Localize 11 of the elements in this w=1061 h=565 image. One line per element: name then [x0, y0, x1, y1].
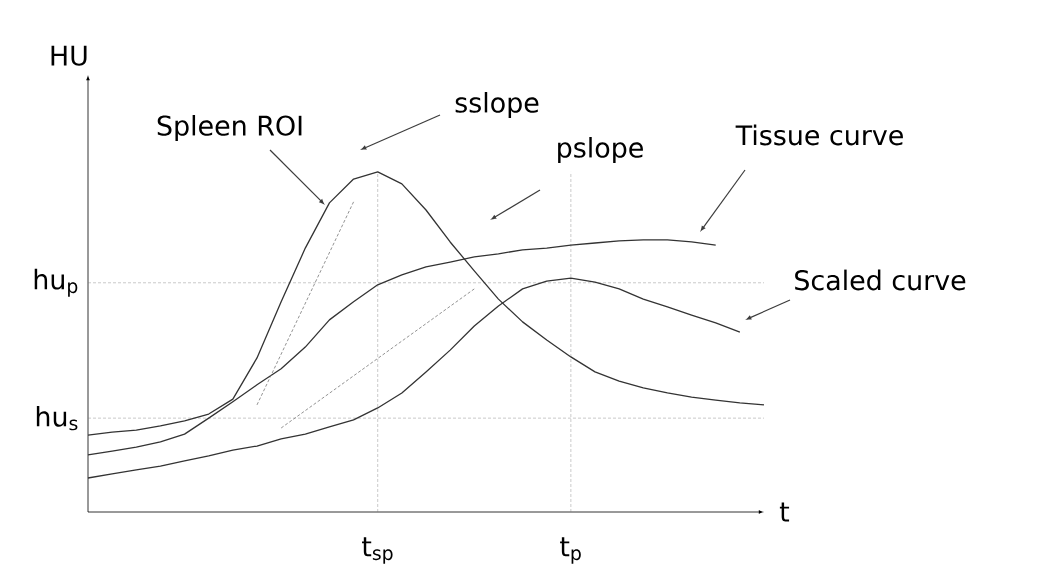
x-tick-label: t$_{p}$: [560, 537, 581, 564]
text: Spleen ROI: [157, 114, 302, 142]
y-axis-title: HU: [51, 45, 87, 66]
text: pslope: [558, 136, 643, 164]
text: Tissue curve: [735, 124, 903, 146]
x-tick-label: t$_{sp}$: [362, 537, 393, 564]
ref-line-label: hu$_{p}$: [34, 268, 78, 297]
text: Scaled curve: [795, 269, 966, 291]
text: sslope: [455, 91, 539, 119]
ref-line-label: hu$_{s}$: [36, 405, 78, 431]
x-axis-title: t: [779, 502, 790, 522]
